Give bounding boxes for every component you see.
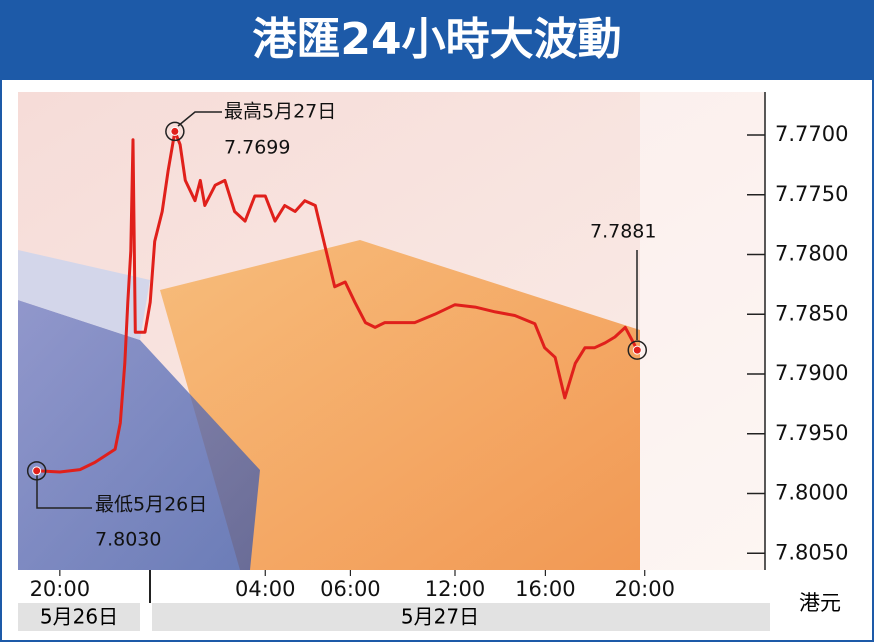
date-label: 5月26日 xyxy=(40,605,118,629)
date-label: 5月27日 xyxy=(401,605,479,629)
chart-title: 港匯24小時大波動 xyxy=(252,14,621,65)
background-photo xyxy=(18,92,765,570)
point-marker xyxy=(26,461,47,481)
y-tick-label: 7.7900 xyxy=(775,361,848,385)
y-tick-label: 7.7800 xyxy=(775,242,848,266)
annotation: 7.8030 xyxy=(95,529,161,551)
x-tick-label: 12:00 xyxy=(425,577,486,601)
x-tick-label: 20:00 xyxy=(614,577,675,601)
annotation: 最高5月27日 xyxy=(224,101,336,123)
annotation: 7.7699 xyxy=(224,137,290,159)
date-box xyxy=(152,603,770,631)
annotation: 最低5月26日 xyxy=(95,494,207,516)
title-bar xyxy=(0,0,874,80)
point-marker xyxy=(165,121,185,142)
point-dot xyxy=(32,466,42,476)
y-tick-label: 7.7950 xyxy=(775,421,848,445)
x-tick-label: 16:00 xyxy=(515,577,576,601)
y-tick-label: 7.8050 xyxy=(775,540,848,564)
point-dot xyxy=(632,345,642,355)
x-tick-label: 04:00 xyxy=(235,577,296,601)
y-tick-label: 7.7750 xyxy=(775,182,848,206)
point-dot xyxy=(170,126,180,136)
y-tick-label: 7.7700 xyxy=(775,122,848,146)
y-tick-label: 7.7850 xyxy=(775,301,848,325)
line-series xyxy=(36,129,639,474)
x-tick-label: 06:00 xyxy=(320,577,381,601)
unit-label: 港元 xyxy=(799,591,841,615)
date-box xyxy=(18,603,140,631)
y-tick-label: 7.8000 xyxy=(775,481,848,505)
leader-lines xyxy=(36,111,638,509)
x-tick-label: 20:00 xyxy=(30,577,91,601)
annotation: 7.7881 xyxy=(590,221,656,243)
point-marker xyxy=(627,340,648,360)
